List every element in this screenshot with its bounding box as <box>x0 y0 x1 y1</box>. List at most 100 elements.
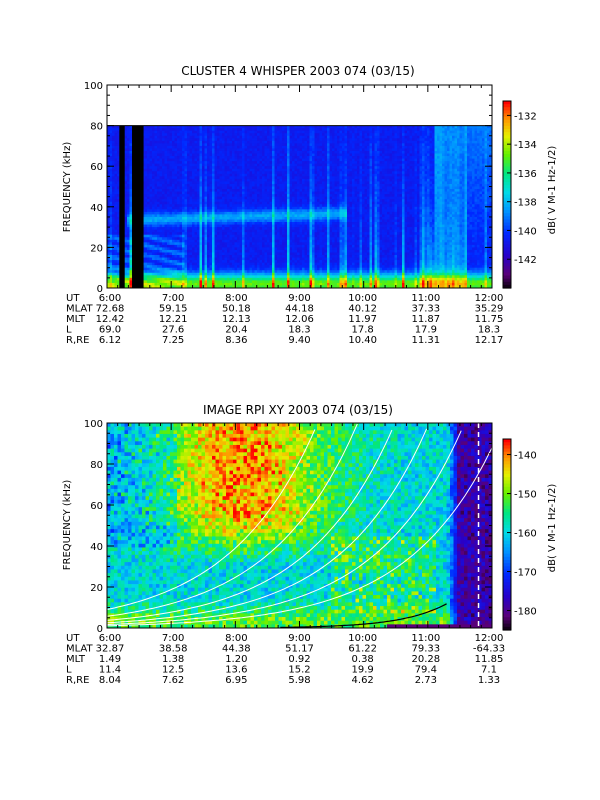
y-tick-label: 20 <box>90 243 103 254</box>
ephemeris-value: 35.29 <box>475 304 504 315</box>
ephemeris-ut-value: 6:00 <box>99 293 121 304</box>
colorbar-tick-label: -140 <box>514 451 537 462</box>
ephemeris-ut-value: 8:00 <box>225 633 247 644</box>
ephemeris-row-label: MLT <box>66 654 86 665</box>
ephemeris-row-label: L <box>66 665 72 676</box>
ephemeris-value: 11.31 <box>412 335 441 346</box>
ephemeris-value: 17.9 <box>415 325 437 336</box>
colorbar-tick-label: -180 <box>514 607 537 618</box>
ephemeris-value: 18.3 <box>288 325 310 336</box>
image-colorbar-label: dB( V M-1 Hz-1/2) <box>547 484 558 573</box>
ephemeris-row-label: R,RE <box>66 335 89 346</box>
cluster-spectrogram <box>107 125 493 289</box>
overlay-curve <box>106 423 358 617</box>
image-colorbar: -140 -150 -160 -170 -180 <box>502 438 537 631</box>
ephemeris-value: 32.87 <box>96 644 125 655</box>
ephemeris-value: 8.36 <box>225 335 247 346</box>
ephemeris-value: 8.04 <box>99 675 121 686</box>
ephemeris-value: 1.20 <box>225 654 247 665</box>
ephemeris-ut-value: 10:00 <box>348 633 377 644</box>
ephemeris-value: 11.85 <box>475 654 504 665</box>
ephemeris-row-label: MLAT <box>66 644 93 655</box>
ephemeris-value: 6.95 <box>225 675 247 686</box>
colorbar-tick-label: -136 <box>514 169 537 180</box>
ephemeris-value: 7.62 <box>162 675 184 686</box>
overlay-curve <box>106 429 393 621</box>
ephemeris-value: 18.3 <box>478 325 500 336</box>
ephemeris-value: 15.2 <box>288 665 310 676</box>
ephemeris-value: 12.42 <box>96 314 125 325</box>
ephemeris-value: 40.12 <box>348 304 377 315</box>
colorbar-tick-label: -150 <box>514 490 537 501</box>
ephemeris-value: 69.0 <box>99 325 121 336</box>
ephemeris-row-label: R,RE <box>66 675 89 686</box>
ephemeris-ut-value: 11:00 <box>411 633 440 644</box>
ephemeris-value: 72.68 <box>96 304 125 315</box>
ephemeris-value: 13.6 <box>225 665 247 676</box>
ephemeris-value: 12.13 <box>222 314 251 325</box>
ephemeris-ut-value: 7:00 <box>162 293 184 304</box>
ephemeris-value: 1.49 <box>99 654 121 665</box>
ephemeris-value: 38.58 <box>159 644 188 655</box>
ephemeris-value: 9.40 <box>288 335 310 346</box>
y-tick-label: 0 <box>97 284 103 295</box>
y-tick-label: 100 <box>84 419 103 430</box>
ephemeris-value: 61.22 <box>348 644 377 655</box>
cluster-title: CLUSTER 4 WHISPER 2003 074 (03/15) <box>181 64 414 78</box>
cluster-panel: CLUSTER 4 WHISPER 2003 074 (03/15) 0 20 40… <box>62 64 558 346</box>
ephemeris-value: 11.87 <box>412 314 441 325</box>
ephemeris-value: 37.33 <box>412 304 441 315</box>
image-y-axis-label: FREQUENCY (kHz) <box>62 480 73 571</box>
ephemeris-value: 11.97 <box>348 314 377 325</box>
y-tick-label: 80 <box>90 460 103 471</box>
y-tick-label: 100 <box>84 81 103 92</box>
image-y-axis: 0 20 40 60 80 100 <box>84 419 492 635</box>
y-tick-label: 0 <box>97 624 103 635</box>
ephemeris-value: 5.98 <box>288 675 310 686</box>
ephemeris-value: 10.40 <box>348 335 377 346</box>
ephemeris-value: 0.92 <box>288 654 310 665</box>
ephemeris-row-label: UT <box>66 633 80 644</box>
ephemeris-ut-value: 6:00 <box>99 633 121 644</box>
cluster-colorbar-label: dB( V M-1 Hz-1/2) <box>547 146 558 235</box>
colorbar-tick-label: -134 <box>514 140 537 151</box>
ephemeris-ut-value: 10:00 <box>348 293 377 304</box>
ephemeris-row-label: MLT <box>66 314 86 325</box>
ephemeris-value: 12.06 <box>285 314 314 325</box>
ephemeris-value: 51.17 <box>285 644 314 655</box>
cluster-colorbar: -132 -134 -136 -138 -140 -142 <box>502 100 537 289</box>
y-tick-label: 60 <box>90 162 103 173</box>
colorbar-tick-label: -138 <box>514 198 537 209</box>
y-tick-label: 40 <box>90 542 103 553</box>
colorbar-tick-label: -132 <box>514 111 537 122</box>
ephemeris-ut-value: 9:00 <box>288 633 310 644</box>
ephemeris-ut-value: 7:00 <box>162 633 184 644</box>
cluster-y-axis: 0 20 40 60 80 100 <box>84 81 492 295</box>
image-title: IMAGE RPI XY 2003 074 (03/15) <box>203 403 393 417</box>
ephemeris-value: 20.4 <box>225 325 247 336</box>
ephemeris-value: 12.21 <box>159 314 188 325</box>
ephemeris-value: 2.73 <box>415 675 437 686</box>
colorbar-tick-label: -160 <box>514 529 537 540</box>
ephemeris-ut-value: 12:00 <box>475 293 504 304</box>
y-tick-label: 40 <box>90 203 103 214</box>
cluster-y-axis-label: FREQUENCY (kHz) <box>62 142 73 233</box>
y-tick-label: 60 <box>90 501 103 512</box>
overlay-curve <box>106 428 428 624</box>
ephemeris-row-label: UT <box>66 293 80 304</box>
ephemeris-value: 4.62 <box>352 675 374 686</box>
ephemeris-value: 27.6 <box>162 325 184 336</box>
image-x-axis <box>106 423 493 628</box>
ephemeris-value: 59.15 <box>159 304 188 315</box>
ephemeris-ut-value: 8:00 <box>225 293 247 304</box>
y-tick-label: 80 <box>90 122 103 133</box>
image-panel: IMAGE RPI XY 2003 074 (03/15) 0 20 40 60 80 1… <box>62 403 558 686</box>
ephemeris-value: 11.75 <box>475 314 504 325</box>
ephemeris-value: 6.12 <box>99 335 121 346</box>
ephemeris-value: 17.8 <box>352 325 374 336</box>
ephemeris-value: 1.38 <box>162 654 184 665</box>
ephemeris-value: 50.18 <box>222 304 251 315</box>
